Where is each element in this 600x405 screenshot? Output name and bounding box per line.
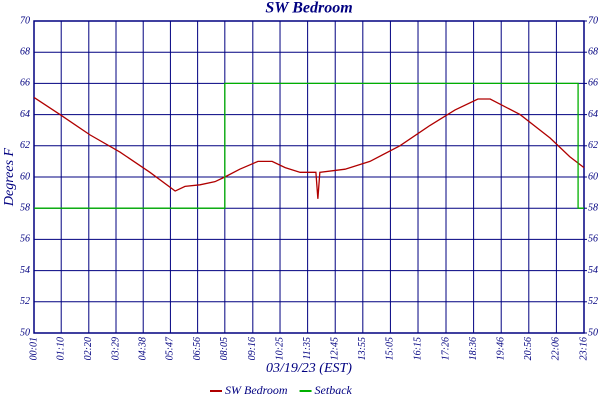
x-axis-label: 03/19/23 (EST) (266, 361, 352, 376)
y2-tick-label: 50 (588, 327, 598, 338)
y-axis-label: Degrees F (2, 147, 17, 207)
y-tick-label: 50 (20, 327, 30, 338)
series-line (34, 82, 584, 209)
x-tick-label: 18:36 (468, 337, 479, 360)
x-tick-label: 10:25 (274, 337, 285, 360)
y-tick-label: 64 (20, 109, 30, 120)
plot-frame (33, 20, 585, 334)
x-tick-label: 06:56 (192, 337, 203, 360)
x-tick-label: 17:26 (440, 337, 451, 360)
x-tick-label: 11:35 (302, 337, 313, 360)
chart-title: SW Bedroom (265, 0, 352, 17)
x-tick-label: 23:16 (578, 337, 589, 360)
x-tick-label: 02:20 (83, 337, 94, 360)
y2-tick-label: 56 (588, 234, 598, 245)
x-tick-label: 15:05 (385, 337, 396, 360)
y2-tick-label: 60 (588, 171, 598, 182)
y2-tick-label: 70 (588, 15, 598, 26)
y-tick-label: 62 (20, 140, 30, 151)
y2-tick-label: 52 (588, 296, 598, 307)
x-tick-label: 20:56 (523, 337, 534, 360)
x-tick-label: 09:16 (247, 337, 258, 360)
x-tick-label: 00:01 (28, 337, 39, 360)
y2-tick-label: 64 (588, 109, 598, 120)
series-line (33, 96, 585, 199)
x-tick-label: 04:38 (138, 337, 149, 360)
x-tick-label: 08:05 (219, 337, 230, 360)
y2-tick-label: 68 (588, 46, 598, 57)
x-tick-label: 01:10 (56, 337, 67, 360)
legend-label: SW Bedroom (225, 383, 288, 397)
x-tick-label: 05:47 (165, 336, 176, 360)
y2-tick-label: 62 (588, 140, 598, 151)
y-tick-label: 66 (20, 78, 30, 89)
y-tick-label: 52 (20, 296, 30, 307)
y-tick-label: 68 (20, 46, 30, 57)
y-tick-label: 60 (20, 171, 30, 182)
y2-tick-label: 66 (588, 78, 598, 89)
y2-tick-label: 54 (588, 265, 598, 276)
x-tick-label: 12:45 (330, 337, 341, 360)
x-tick-label: 22:06 (551, 337, 562, 360)
y-tick-label: 56 (20, 234, 30, 245)
y-tick-label: 54 (20, 265, 30, 276)
x-tick-label: 19:46 (496, 337, 507, 360)
y-tick-label: 70 (20, 15, 30, 26)
y-tick-label: 58 (20, 202, 30, 213)
x-tick-label: 03:29 (110, 337, 121, 360)
y2-tick-label: 58 (588, 202, 598, 213)
x-tick-label: 13:55 (357, 337, 368, 360)
x-tick-label: 16:15 (412, 337, 423, 360)
legend-label: Setback (315, 383, 353, 397)
